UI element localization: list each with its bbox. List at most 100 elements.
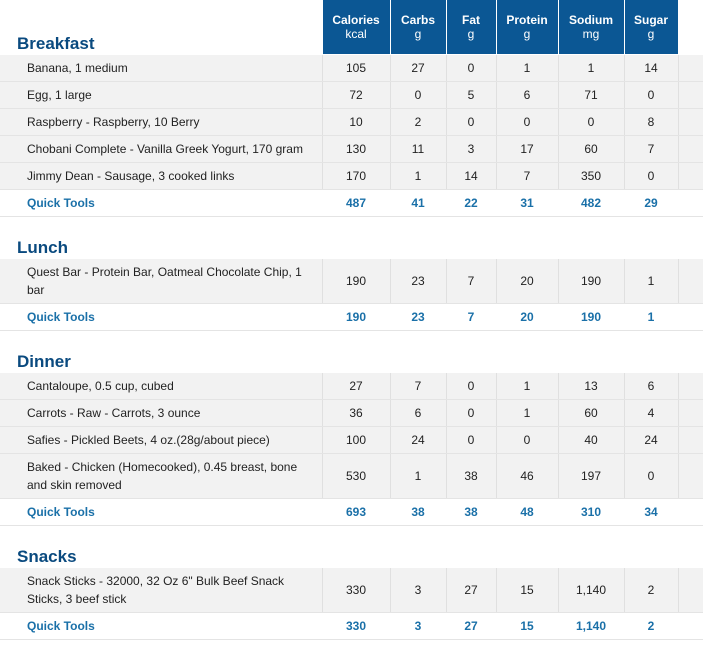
row-action-cell[interactable] <box>677 399 703 427</box>
row-action-cell[interactable] <box>677 372 703 400</box>
meal-total-value: 7 <box>446 303 496 331</box>
quick-tools-link[interactable]: Quick Tools <box>0 612 322 640</box>
nutrient-value: 7 <box>445 258 496 304</box>
nutrient-value: 105 <box>321 54 390 82</box>
column-name: Calories <box>332 13 380 27</box>
meal-total-value: 2 <box>624 612 678 640</box>
food-row[interactable]: Egg, 1 large 72 0 5 6 71 0 <box>0 81 703 109</box>
food-row[interactable]: Safies - Pickled Beets, 4 oz.(28g/about … <box>0 426 703 454</box>
blank-cell <box>322 526 390 568</box>
food-row[interactable]: Jimmy Dean - Sausage, 3 cooked links 170 1… <box>0 162 703 190</box>
row-action-cell[interactable] <box>677 108 703 136</box>
meal-title: Snacks <box>17 547 77 566</box>
blank-cell <box>446 217 496 259</box>
nutrient-value: 27 <box>389 54 446 82</box>
row-action-cell[interactable] <box>677 135 703 163</box>
row-action-cell[interactable] <box>677 162 703 190</box>
quick-tools-link[interactable]: Quick Tools <box>0 303 322 331</box>
column-name: Carbs <box>400 13 435 27</box>
food-row[interactable]: Cantaloupe, 0.5 cup, cubed 27 7 0 1 13 6 <box>0 372 703 400</box>
nutrient-value: 2 <box>389 108 446 136</box>
column-name: Protein <box>506 13 548 27</box>
nutrient-value: 0 <box>445 426 496 454</box>
blank-cell <box>558 331 624 373</box>
nutrient-value: 36 <box>321 399 390 427</box>
nutrient-value: 0 <box>495 108 558 136</box>
meal-total-value: 190 <box>322 303 390 331</box>
nutrient-value: 1 <box>389 162 446 190</box>
food-row[interactable]: Chobani Complete - Vanilla Greek Yogurt,… <box>0 135 703 163</box>
nutrient-value: 7 <box>623 135 678 163</box>
blank-cell <box>322 331 390 373</box>
row-action-cell[interactable] <box>677 54 703 82</box>
row-action-cell[interactable] <box>677 258 703 304</box>
nutrient-value: 1,140 <box>557 567 624 613</box>
food-name-link[interactable]: Safies - Pickled Beets, 4 oz.(28g/about … <box>0 426 322 454</box>
column-unit: g <box>647 27 655 41</box>
nutrient-value: 60 <box>557 135 624 163</box>
nutrient-value: 6 <box>495 81 558 109</box>
nutrient-value: 530 <box>321 453 390 499</box>
nutrient-value: 0 <box>623 81 678 109</box>
nutrient-value: 350 <box>557 162 624 190</box>
nutrient-value: 14 <box>623 54 678 82</box>
blank-cell <box>446 526 496 568</box>
food-name-link[interactable]: Chobani Complete - Vanilla Greek Yogurt,… <box>0 135 322 163</box>
food-name-link[interactable]: Banana, 1 medium <box>0 54 322 82</box>
column-unit: kcal <box>345 27 367 41</box>
food-row[interactable]: Banana, 1 medium 105 27 0 1 1 14 <box>0 54 703 82</box>
column-header-0: Calories kcal <box>321 0 391 55</box>
column-header-1: Carbs g <box>389 0 447 55</box>
nutrient-value: 20 <box>495 258 558 304</box>
food-row[interactable]: Snack Sticks - 32000, 32 Oz 6" Bulk Beef… <box>0 567 703 613</box>
nutrient-value: 71 <box>557 81 624 109</box>
food-name-link[interactable]: Cantaloupe, 0.5 cup, cubed <box>0 372 322 400</box>
row-action-cell[interactable] <box>677 453 703 499</box>
nutrient-value: 4 <box>623 399 678 427</box>
food-row[interactable]: Carrots - Raw - Carrots, 3 ounce 36 6 0 1 60 4 <box>0 399 703 427</box>
food-name-link[interactable]: Quest Bar - Protein Bar, Oatmeal Chocola… <box>0 258 322 304</box>
column-unit: mg <box>582 27 600 41</box>
meal-title: Lunch <box>17 238 68 257</box>
meal-header-row: Dinner <box>0 331 703 373</box>
food-name-link[interactable]: Raspberry - Raspberry, 10 Berry <box>0 108 322 136</box>
column-header-2: Fat g <box>445 0 497 55</box>
meal-header-row: Breakfast Calories kcal Carbs g Fat g Protein g S… <box>0 0 703 55</box>
blank-cell <box>558 217 624 259</box>
nutrient-value: 1 <box>495 399 558 427</box>
nutrient-value: 24 <box>389 426 446 454</box>
nutrient-value: 10 <box>321 108 390 136</box>
food-row[interactable]: Raspberry - Raspberry, 10 Berry 10 2 0 0 0 8 <box>0 108 703 136</box>
row-action-cell[interactable] <box>677 567 703 613</box>
row-action-cell[interactable] <box>677 426 703 454</box>
food-name-link[interactable]: Jimmy Dean - Sausage, 3 cooked links <box>0 162 322 190</box>
food-name-link[interactable]: Carrots - Raw - Carrots, 3 ounce <box>0 399 322 427</box>
blank-cell <box>496 331 558 373</box>
meal-totals-row: Quick Tools 330 3 27 15 1,140 2 <box>0 612 703 640</box>
nutrient-value: 170 <box>321 162 390 190</box>
food-row[interactable]: Quest Bar - Protein Bar, Oatmeal Chocola… <box>0 258 703 304</box>
food-name-link[interactable]: Egg, 1 large <box>0 81 322 109</box>
nutrient-value: 0 <box>389 81 446 109</box>
food-name-link[interactable]: Snack Sticks - 32000, 32 Oz 6" Bulk Beef… <box>0 567 322 613</box>
quick-tools-link[interactable]: Quick Tools <box>0 498 322 526</box>
quick-tools-link[interactable]: Quick Tools <box>0 189 322 217</box>
nutrient-value: 8 <box>623 108 678 136</box>
food-name-link[interactable]: Baked - Chicken (Homecooked), 0.45 breas… <box>0 453 322 499</box>
nutrient-value: 60 <box>557 399 624 427</box>
blank-cell <box>390 217 446 259</box>
meal-total-value: 190 <box>558 303 624 331</box>
meal-title: Breakfast <box>17 34 95 53</box>
row-action-cell[interactable] <box>677 81 703 109</box>
meal-total-value: 48 <box>496 498 558 526</box>
nutrient-value: 197 <box>557 453 624 499</box>
nutrient-value: 0 <box>623 453 678 499</box>
nutrient-value: 6 <box>623 372 678 400</box>
blank-cell <box>678 331 703 373</box>
food-row[interactable]: Baked - Chicken (Homecooked), 0.45 breas… <box>0 453 703 499</box>
blank-cell <box>624 217 678 259</box>
blank-cell <box>678 498 703 526</box>
nutrient-value: 3 <box>389 567 446 613</box>
nutrient-value: 2 <box>623 567 678 613</box>
nutrient-value: 1 <box>557 54 624 82</box>
